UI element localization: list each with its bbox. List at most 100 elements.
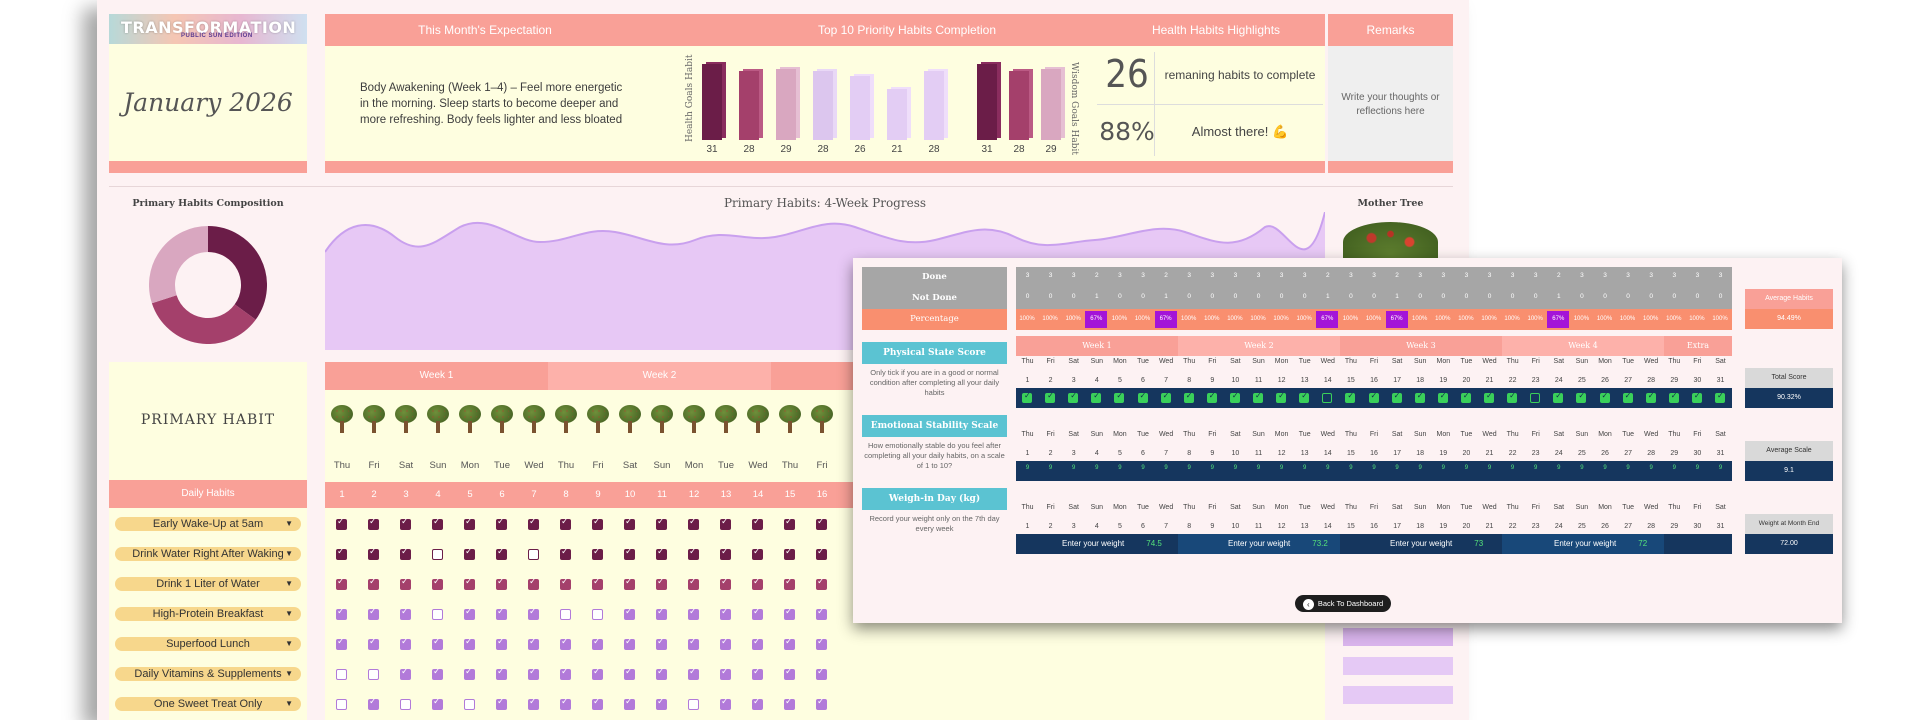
habit-checkbox[interactable]: ✓: [720, 636, 731, 650]
emotional-score[interactable]: 9: [1108, 465, 1131, 471]
physical-checkbox[interactable]: ✓: [1391, 391, 1402, 403]
emotional-score[interactable]: 9: [1270, 465, 1293, 471]
habit-dropdown[interactable]: Drink Water Right After Waking ▼: [115, 547, 301, 561]
habit-checkbox[interactable]: ✓: [816, 576, 827, 590]
habit-checkbox[interactable]: ✓: [784, 546, 795, 560]
habit-checkbox[interactable]: ✓: [336, 636, 347, 650]
habit-checkbox[interactable]: ✓: [400, 576, 411, 590]
emotional-score[interactable]: 9: [1686, 465, 1709, 471]
habit-checkbox[interactable]: ✓: [368, 546, 379, 560]
habit-dropdown[interactable]: One Sweet Treat Only ▼: [115, 697, 301, 711]
habit-checkbox[interactable]: ✓: [432, 696, 443, 710]
physical-checkbox[interactable]: ✓: [1253, 391, 1263, 403]
emotional-score[interactable]: 9: [1293, 465, 1316, 471]
habit-checkbox[interactable]: ✓: [816, 606, 827, 620]
habit-checkbox[interactable]: ✓: [400, 546, 411, 560]
habit-checkbox[interactable]: ✓: [720, 606, 731, 620]
habit-checkbox[interactable]: ✓: [432, 516, 443, 530]
habit-checkbox[interactable]: ✓: [752, 576, 763, 590]
emotional-score[interactable]: 9: [1640, 465, 1663, 471]
emotional-score[interactable]: 9: [1594, 465, 1617, 471]
habit-checkbox[interactable]: ✓: [560, 516, 571, 530]
habit-checkbox[interactable]: ✓: [624, 546, 635, 560]
habit-checkbox[interactable]: ✓: [784, 696, 795, 710]
emotional-score[interactable]: 9: [1339, 465, 1362, 471]
emotional-score[interactable]: 9: [1316, 465, 1339, 471]
emotional-score[interactable]: 9: [1663, 465, 1686, 471]
habit-checkbox[interactable]: ✓: [464, 606, 475, 620]
habit-checkbox[interactable]: ✓: [432, 576, 443, 590]
habit-checkbox[interactable]: ✓: [624, 576, 635, 590]
habit-checkbox[interactable]: ✓: [496, 516, 507, 530]
habit-checkbox[interactable]: [336, 699, 347, 710]
emotional-score[interactable]: 9: [1132, 465, 1155, 471]
habit-checkbox[interactable]: ✓: [656, 696, 667, 710]
emotional-score[interactable]: 9: [1709, 465, 1732, 471]
habit-checkbox[interactable]: [464, 699, 475, 710]
habit-checkbox[interactable]: ✓: [784, 576, 795, 590]
habit-checkbox[interactable]: [688, 699, 699, 710]
weight-entry[interactable]: Enter your weight 74.5: [1016, 534, 1178, 554]
habit-dropdown[interactable]: Superfood Lunch ▼: [115, 637, 301, 651]
habit-checkbox[interactable]: ✓: [816, 666, 827, 680]
habit-checkbox[interactable]: ✓: [784, 636, 795, 650]
habit-checkbox[interactable]: ✓: [528, 606, 539, 620]
physical-checkbox[interactable]: ✓: [1114, 391, 1125, 403]
physical-checkbox[interactable]: ✓: [1299, 391, 1310, 403]
physical-checkbox[interactable]: ✓: [1160, 391, 1171, 403]
habit-checkbox[interactable]: ✓: [496, 696, 507, 710]
physical-checkbox[interactable]: [1530, 393, 1541, 403]
habit-checkbox[interactable]: ✓: [560, 666, 571, 680]
emotional-score[interactable]: 9: [1039, 465, 1062, 471]
emotional-score[interactable]: 9: [1478, 465, 1501, 471]
habit-checkbox[interactable]: ✓: [336, 516, 347, 530]
habit-checkbox[interactable]: ✓: [464, 636, 475, 650]
habit-checkbox[interactable]: ✓: [752, 606, 763, 620]
habit-checkbox[interactable]: ✓: [720, 516, 731, 530]
habit-checkbox[interactable]: ✓: [560, 696, 571, 710]
physical-checkbox[interactable]: ✓: [1668, 391, 1679, 403]
remarks-box[interactable]: [1328, 46, 1453, 161]
emotional-score[interactable]: 9: [1547, 465, 1570, 471]
habit-checkbox[interactable]: ✓: [368, 696, 379, 710]
habit-checkbox[interactable]: ✓: [784, 606, 795, 620]
emotional-score[interactable]: 9: [1409, 465, 1432, 471]
habit-checkbox[interactable]: ✓: [528, 636, 539, 650]
habit-checkbox[interactable]: ✓: [592, 576, 603, 590]
habit-checkbox[interactable]: ✓: [688, 546, 699, 560]
physical-checkbox[interactable]: ✓: [1484, 391, 1494, 403]
habit-checkbox[interactable]: ✓: [368, 636, 379, 650]
emotional-score[interactable]: 9: [1570, 465, 1593, 471]
habit-checkbox[interactable]: ✓: [464, 546, 475, 560]
habit-dropdown[interactable]: Drink 1 Liter of Water ▼: [115, 577, 301, 591]
back-to-dashboard-button[interactable]: ‹ Back To Dashboard: [1295, 595, 1391, 612]
habit-checkbox[interactable]: ✓: [592, 516, 603, 530]
habit-checkbox[interactable]: ✓: [720, 666, 731, 680]
habit-checkbox[interactable]: ✓: [816, 636, 827, 650]
habit-checkbox[interactable]: ✓: [496, 576, 507, 590]
physical-checkbox[interactable]: ✓: [1645, 391, 1656, 403]
habit-checkbox[interactable]: ✓: [656, 576, 667, 590]
habit-checkbox[interactable]: ✓: [560, 546, 571, 560]
habit-checkbox[interactable]: ✓: [656, 516, 667, 530]
habit-checkbox[interactable]: [336, 669, 347, 680]
physical-checkbox[interactable]: ✓: [1437, 391, 1448, 403]
physical-checkbox[interactable]: ✓: [1599, 391, 1610, 403]
physical-checkbox[interactable]: ✓: [1576, 391, 1587, 403]
physical-checkbox[interactable]: ✓: [1183, 391, 1194, 403]
physical-checkbox[interactable]: ✓: [1229, 391, 1240, 403]
weight-entry[interactable]: Enter your weight 73: [1340, 534, 1502, 554]
physical-checkbox[interactable]: ✓: [1368, 391, 1379, 403]
habit-checkbox[interactable]: ✓: [624, 636, 635, 650]
emotional-score[interactable]: 9: [1247, 465, 1270, 471]
emotional-score[interactable]: 9: [1016, 465, 1039, 471]
habit-checkbox[interactable]: ✓: [496, 606, 507, 620]
habit-checkbox[interactable]: [432, 549, 443, 560]
physical-checkbox[interactable]: ✓: [1460, 391, 1471, 403]
emotional-score[interactable]: 9: [1155, 465, 1178, 471]
physical-checkbox[interactable]: ✓: [1137, 391, 1148, 403]
physical-checkbox[interactable]: ✓: [1691, 391, 1702, 403]
physical-checkbox[interactable]: ✓: [1345, 391, 1356, 403]
habit-checkbox[interactable]: ✓: [720, 696, 731, 710]
habit-checkbox[interactable]: ✓: [624, 666, 635, 680]
